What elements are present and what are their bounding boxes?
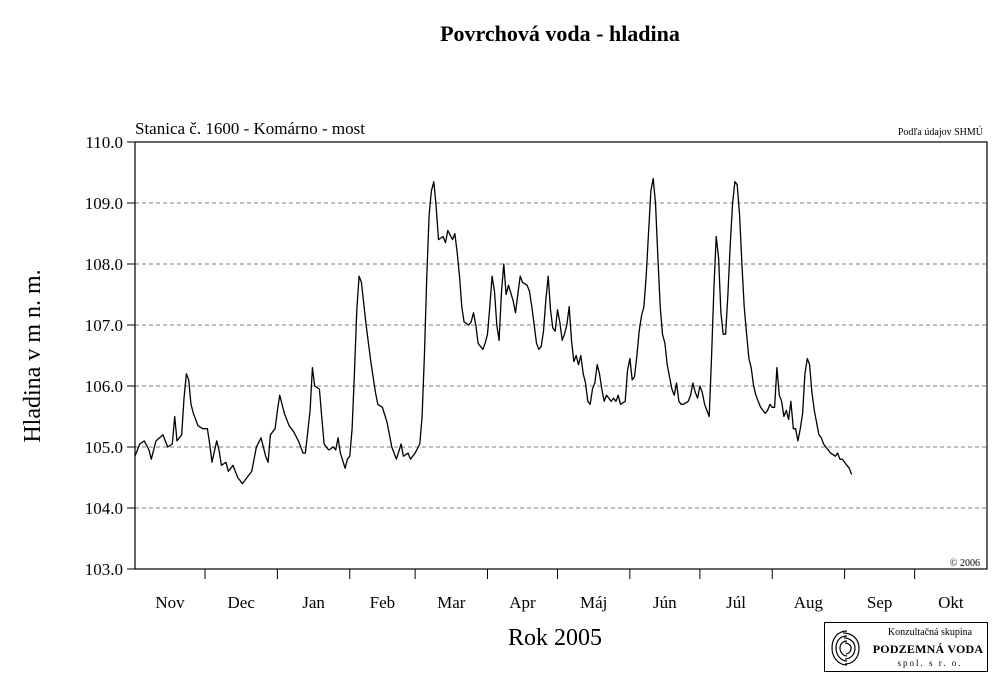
copyright-note: © 2006 (950, 558, 980, 569)
company-logo-suffix: spol. s r. o. (897, 658, 963, 668)
x-tick-label: Apr (509, 593, 536, 612)
y-axis-label: Hladina v m n. m. (20, 269, 46, 442)
x-tick-label: Nov (155, 593, 185, 612)
x-tick-label: Jún (653, 593, 677, 612)
y-tick-label: 105.0 (85, 438, 123, 457)
plot-frame (134, 141, 988, 570)
y-tick-label: 108.0 (85, 255, 123, 274)
chart-subtitle: Stanica č. 1600 - Komárno - most (135, 119, 365, 138)
chart-title: Povrchová voda - hladina (440, 21, 680, 46)
x-tick-label: Aug (794, 593, 824, 612)
y-tick-label: 109.0 (85, 194, 123, 213)
x-tick-label: Dec (228, 593, 256, 612)
x-tick-label: Máj (580, 593, 607, 612)
y-tick-label: 106.0 (85, 377, 123, 396)
x-tick-label: Feb (370, 593, 396, 612)
company-logo-mark (831, 630, 860, 666)
y-tick-label: 107.0 (85, 316, 123, 335)
x-axis: Nov Dec Jan Feb Mar Apr Máj Jún Júl Aug Sep Okt (155, 569, 964, 612)
y-tick-label: 110.0 (85, 133, 123, 152)
y-axis: 103.0 104.0 105.0 106.0 107.0 108.0 109.0 110.0 (85, 133, 135, 579)
company-logo-top-text: Konzultačná skupina (887, 627, 973, 638)
company-logo: Konzultačná skupina PODZEMNÁ VODA spol. … (824, 622, 988, 672)
gridlines (135, 202, 987, 509)
x-tick-label: Okt (938, 593, 964, 612)
x-tick-label: Jan (302, 593, 325, 612)
x-axis-label: Rok 2005 (508, 625, 602, 651)
series-line (134, 177, 853, 485)
source-note: Podľa údajov SHMÚ (898, 126, 984, 138)
x-tick-label: Júl (726, 593, 746, 612)
x-tick-label: Sep (867, 593, 893, 612)
y-tick-label: 103.0 (85, 560, 123, 579)
company-logo-name: PODZEMNÁ VODA (872, 642, 984, 656)
x-tick-label: Mar (437, 593, 466, 612)
y-tick-label: 104.0 (85, 499, 123, 518)
